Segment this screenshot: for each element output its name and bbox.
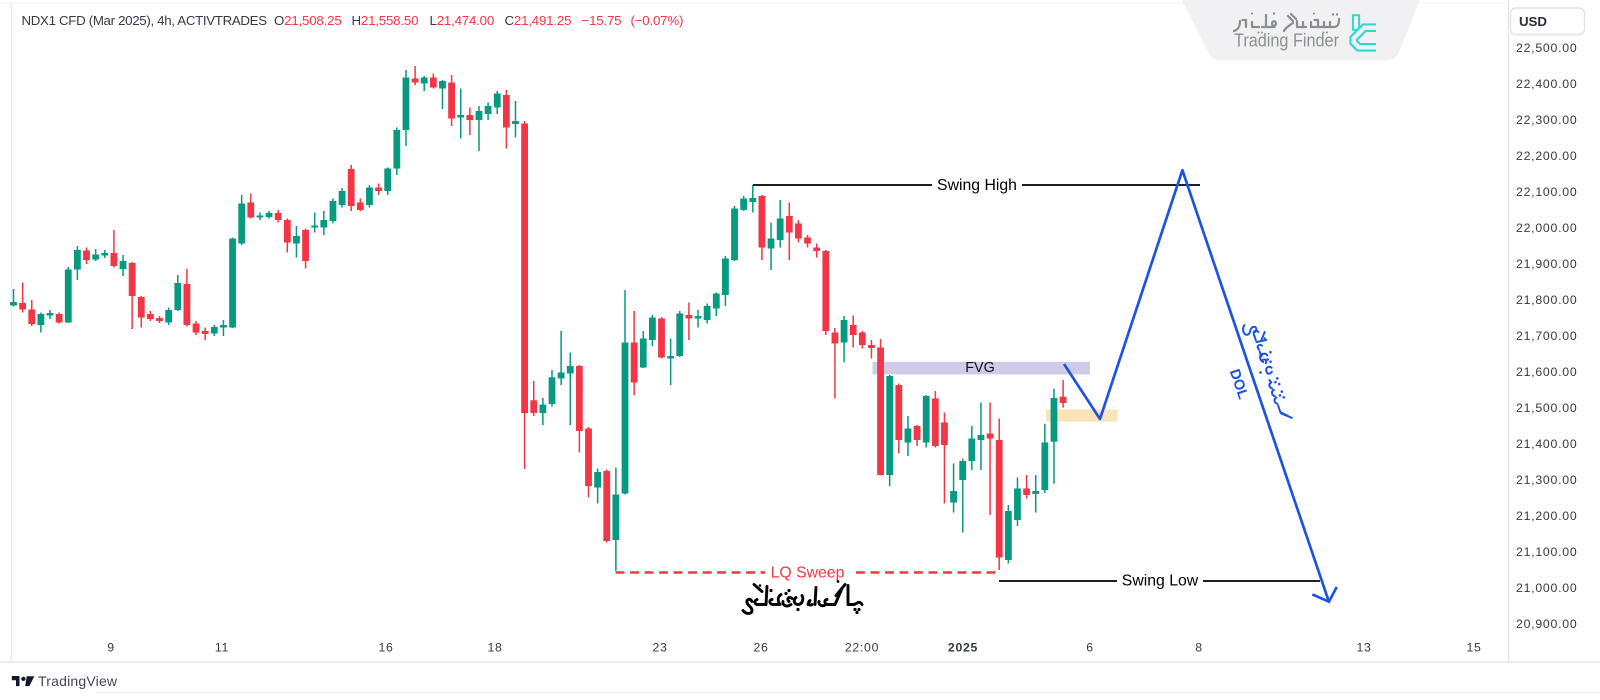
- svg-text:22,300.00: 22,300.00: [1516, 113, 1577, 127]
- svg-text:21,500.00: 21,500.00: [1516, 401, 1577, 415]
- svg-text:26: 26: [753, 641, 768, 655]
- svg-text:15: 15: [1466, 641, 1481, 655]
- svg-text:6: 6: [1086, 641, 1094, 655]
- svg-text:2025: 2025: [948, 641, 978, 655]
- svg-text:21,900.00: 21,900.00: [1516, 257, 1577, 271]
- svg-text:8: 8: [1195, 641, 1203, 655]
- svg-text:22,400.00: 22,400.00: [1516, 77, 1577, 91]
- svg-text:21,700.00: 21,700.00: [1516, 329, 1577, 343]
- svg-text:FVG: FVG: [965, 360, 995, 376]
- svg-text:21,300.00: 21,300.00: [1516, 473, 1577, 487]
- svg-text:22,100.00: 22,100.00: [1516, 185, 1577, 199]
- svg-text:21,400.00: 21,400.00: [1516, 437, 1577, 451]
- svg-text:21,600.00: 21,600.00: [1516, 365, 1577, 379]
- svg-text:22,200.00: 22,200.00: [1516, 149, 1577, 163]
- svg-text:Swing High: Swing High: [937, 177, 1017, 194]
- svg-text:22:00: 22:00: [845, 641, 879, 655]
- svg-text:NDX1 CFD (Mar 2025), 4h, ACTIV: NDX1 CFD (Mar 2025), 4h, ACTIVTRADES: [22, 13, 268, 28]
- svg-text:21,100.00: 21,100.00: [1516, 545, 1577, 559]
- svg-text:USD: USD: [1519, 14, 1547, 29]
- svg-text:18: 18: [487, 641, 502, 655]
- svg-text:21,000.00: 21,000.00: [1516, 581, 1577, 595]
- svg-text:11: 11: [215, 641, 229, 655]
- svg-text:13: 13: [1356, 641, 1371, 655]
- svg-text:Trading Finder: Trading Finder: [1234, 31, 1339, 51]
- svg-text:9: 9: [107, 641, 115, 655]
- svg-text:LQ Sweep: LQ Sweep: [771, 565, 845, 582]
- svg-text:TradingView: TradingView: [38, 673, 118, 689]
- svg-text:21,800.00: 21,800.00: [1516, 293, 1577, 307]
- svg-text:22,000.00: 22,000.00: [1516, 221, 1577, 235]
- svg-text:23: 23: [652, 641, 667, 655]
- svg-text:21,200.00: 21,200.00: [1516, 509, 1577, 523]
- svg-text:Swing Low: Swing Low: [1122, 573, 1199, 590]
- svg-text:16: 16: [378, 641, 393, 655]
- svg-text:22,500.00: 22,500.00: [1516, 41, 1577, 55]
- svg-text:20,900.00: 20,900.00: [1516, 617, 1577, 631]
